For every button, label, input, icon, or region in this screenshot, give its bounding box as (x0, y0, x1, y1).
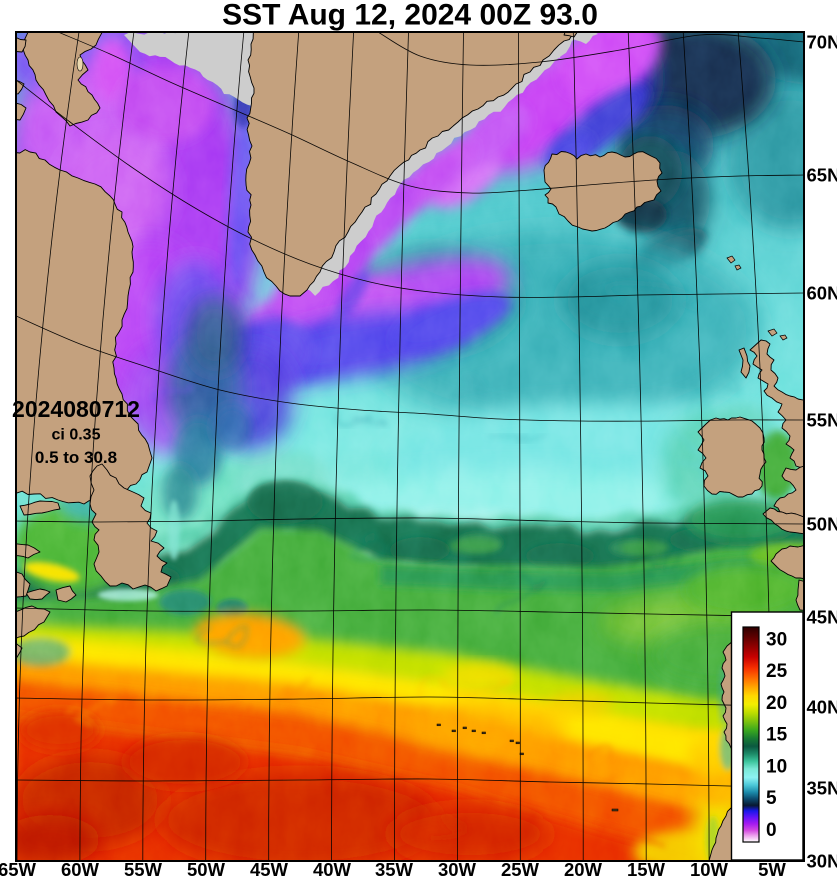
svg-text:10: 10 (766, 756, 787, 777)
svg-text:60W: 60W (61, 859, 100, 877)
svg-text:35N: 35N (807, 778, 837, 799)
svg-text:45N: 45N (807, 607, 837, 628)
svg-text:45W: 45W (250, 859, 289, 877)
svg-text:30N: 30N (807, 851, 837, 872)
svg-text:0.5 to 30.8: 0.5 to 30.8 (35, 448, 117, 467)
svg-text:ci 0.35: ci 0.35 (52, 427, 101, 444)
svg-text:15W: 15W (627, 859, 666, 877)
svg-text:2024080712: 2024080712 (12, 396, 140, 422)
svg-text:25W: 25W (501, 859, 540, 877)
svg-text:70N: 70N (807, 32, 837, 53)
svg-text:0: 0 (766, 820, 777, 841)
svg-text:65W: 65W (0, 859, 37, 877)
svg-text:5: 5 (766, 788, 777, 809)
svg-text:40W: 40W (313, 859, 352, 877)
svg-text:25: 25 (766, 661, 788, 682)
svg-text:65N: 65N (807, 165, 837, 186)
svg-text:40N: 40N (807, 697, 837, 718)
svg-text:10W: 10W (690, 859, 729, 877)
svg-text:55N: 55N (807, 410, 837, 431)
svg-text:50W: 50W (187, 859, 226, 877)
svg-text:SST Aug 12, 2024 00Z 93.0: SST Aug 12, 2024 00Z 93.0 (222, 0, 598, 32)
svg-text:30: 30 (766, 629, 787, 650)
svg-text:20: 20 (766, 693, 787, 714)
svg-text:35W: 35W (375, 859, 414, 877)
svg-text:50N: 50N (807, 514, 837, 535)
svg-text:55W: 55W (124, 859, 163, 877)
svg-text:20W: 20W (564, 859, 603, 877)
svg-text:30W: 30W (438, 859, 477, 877)
svg-text:60N: 60N (807, 283, 837, 304)
svg-text:15: 15 (766, 725, 788, 746)
svg-text:5W: 5W (758, 859, 786, 877)
